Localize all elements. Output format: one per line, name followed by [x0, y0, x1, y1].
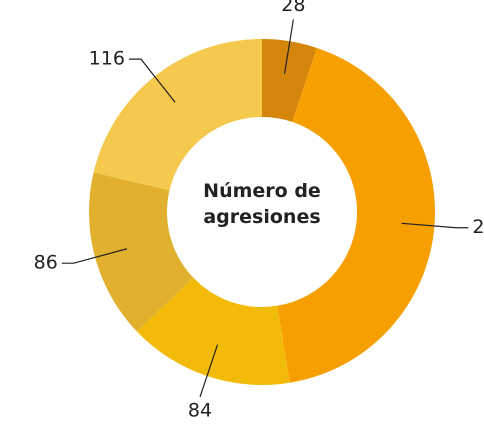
donut-slice	[93, 39, 262, 191]
leader-line	[61, 248, 128, 264]
data-label: 116	[89, 48, 125, 70]
chart-title: Número de agresiones	[203, 180, 321, 228]
leader-line	[283, 19, 294, 74]
data-label: 230	[472, 216, 484, 238]
donut-slice	[88, 172, 194, 332]
data-label: 86	[34, 252, 58, 274]
data-label: 28	[281, 0, 305, 16]
data-label: 84	[188, 399, 212, 421]
leader-line	[128, 58, 176, 103]
leader-line	[199, 344, 219, 398]
donut-slice	[262, 39, 317, 122]
leader-line	[401, 222, 469, 229]
donut-slice	[136, 277, 290, 385]
donut-slice	[277, 47, 435, 383]
